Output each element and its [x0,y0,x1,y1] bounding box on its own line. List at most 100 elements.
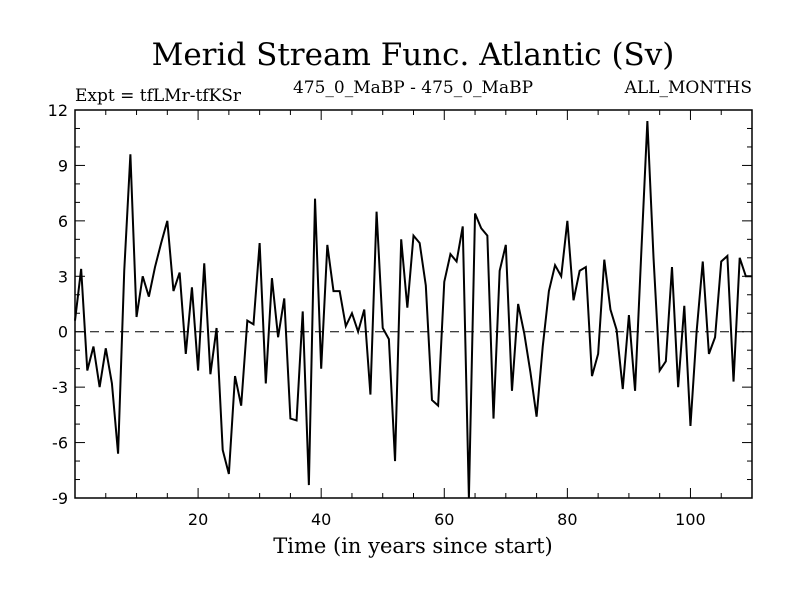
y-tick-label: 6 [58,212,68,231]
data-point [80,268,82,270]
data-point [247,320,249,322]
data-point [480,227,482,229]
data-point [493,418,495,420]
data-point [474,213,476,215]
data-point [290,418,292,420]
data-point [677,386,679,388]
data-point [487,235,489,237]
y-tick-label: -9 [52,489,68,508]
data-point [431,399,433,401]
data-point [425,285,427,287]
data-point [573,300,575,302]
y-tick-label: -6 [52,434,68,453]
data-point [222,449,224,451]
data-point [684,305,686,307]
data-point [357,331,359,333]
data-point [345,325,347,327]
data-point [320,368,322,370]
data-point [536,416,538,418]
data-point [530,372,532,374]
data-point [690,425,692,427]
data-point [314,198,316,200]
y-tick-label: 3 [58,267,68,286]
data-point [671,266,673,268]
data-point [99,386,101,388]
data-point [640,253,642,255]
data-point [167,220,169,222]
data-point [702,261,704,263]
subtitle-center: 475_0_MaBP - 475_0_MaBP [293,78,533,98]
data-point [628,314,630,316]
subtitle-right: ALL_MONTHS [624,78,752,98]
data-point [333,290,335,292]
data-point [548,290,550,292]
data-point [277,336,279,338]
data-point [105,348,107,350]
data-point [376,211,378,213]
data-point [296,420,298,422]
chart-title: Merid Stream Func. Atlantic (Sv) [152,37,675,73]
data-point [597,353,599,355]
data-point [210,373,212,375]
data-point [499,270,501,272]
x-tick-label: 40 [311,510,331,529]
data-point [327,244,329,246]
data-point [567,220,569,222]
data-point [382,327,384,329]
data-point [591,375,593,377]
data-point [554,264,556,266]
data-point [708,353,710,355]
data-point [419,242,421,244]
data-point [142,275,144,277]
data-point [394,460,396,462]
plot-area: 20 40 60 80 100 -9 -6 -3 0 3 6 9 12 [48,101,752,529]
data-point [733,381,735,383]
data-point [696,331,698,333]
x-tick-label: 100 [675,510,706,529]
data-point [117,453,119,455]
data-point [203,263,205,265]
data-point [456,261,458,263]
data-point [727,255,729,257]
data-point [93,346,95,348]
data-point [413,235,415,237]
data-point [87,370,89,372]
data-point [437,405,439,407]
data-point [511,390,513,392]
data-point [523,333,525,335]
data-point [136,316,138,318]
plot-frame [74,109,753,499]
data-point [579,270,581,272]
data-point [505,244,507,246]
data-point [363,309,365,311]
data-point [271,277,273,279]
series-line [74,121,752,499]
data-point [634,390,636,392]
data-point [622,388,624,390]
data-point [179,272,181,274]
data-point [259,242,261,244]
data-point [603,259,605,261]
data-point [462,226,464,228]
data-point [111,383,113,385]
data-point [745,275,747,277]
data-point [160,242,162,244]
data-point [283,298,285,300]
data-point [653,257,655,259]
x-axis-label: Time (in years since start) [273,534,552,558]
data-point [517,303,519,305]
data-point [647,120,649,122]
data-point [542,346,544,348]
data-point [388,338,390,340]
data-point [173,290,175,292]
data-point [216,327,218,329]
data-point [185,353,187,355]
data-point [148,296,150,298]
data-point [407,307,409,309]
data-point [616,329,618,331]
data-point [123,270,125,272]
data-point [720,261,722,263]
data-point [659,370,661,372]
data-point [130,154,132,156]
